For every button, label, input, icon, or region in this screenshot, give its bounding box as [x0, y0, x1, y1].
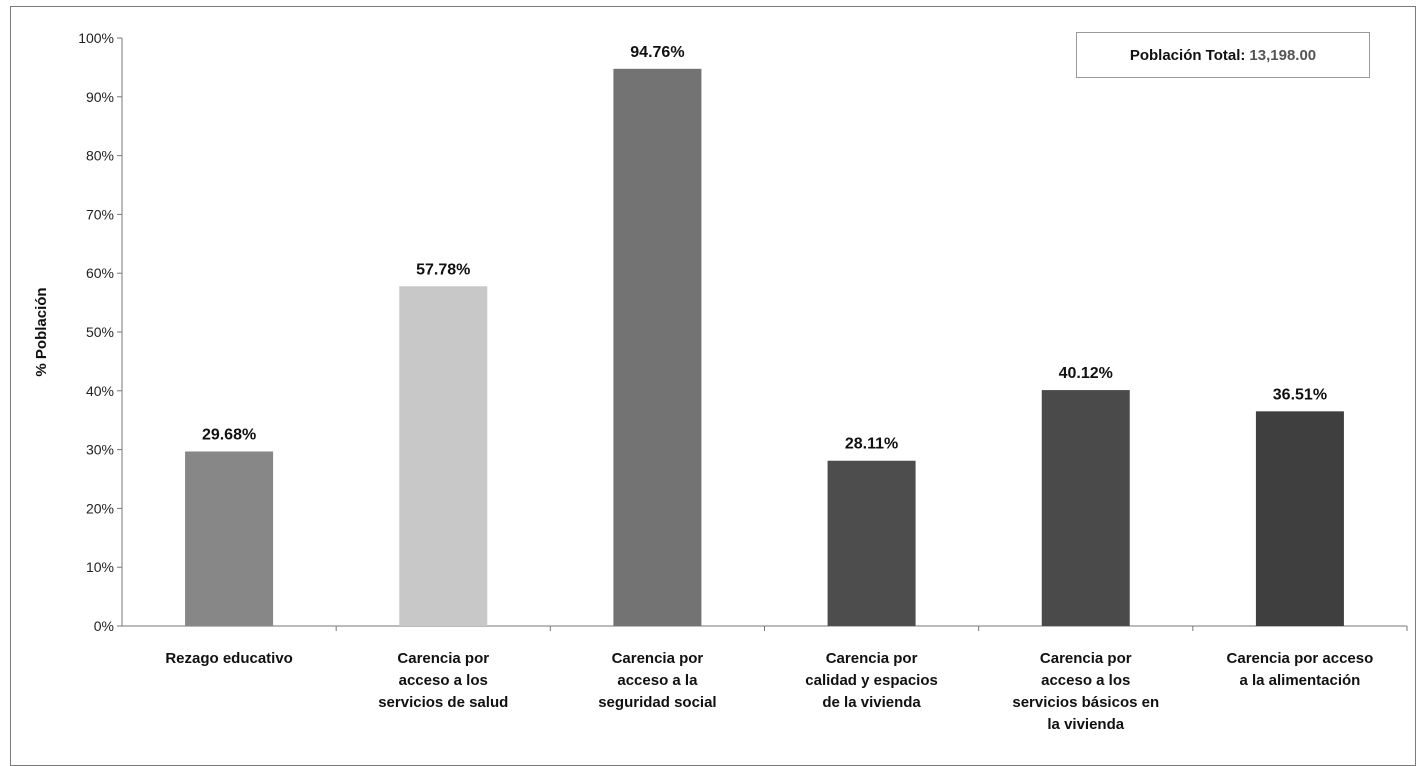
category-label: a la alimentación: [1239, 672, 1360, 689]
y-tick-label: 90%: [86, 89, 114, 105]
bar: [1255, 411, 1344, 626]
y-tick-label: 100%: [78, 30, 114, 46]
data-label: 28.11%: [845, 436, 898, 453]
population-total-value: 13,198.00: [1249, 46, 1317, 64]
category-label: de la vivienda: [822, 694, 921, 711]
category-label: Carencia por: [612, 650, 704, 667]
category-label: acceso a la: [617, 672, 698, 689]
bar: [613, 68, 702, 626]
data-label: 29.68%: [202, 426, 256, 443]
population-total-box: Población Total: 13,198.00: [1076, 32, 1370, 78]
y-tick-label: 10%: [86, 559, 114, 575]
category-label: servicios básicos en: [1012, 694, 1159, 711]
bar: [827, 460, 916, 626]
category-label: la vivienda: [1047, 716, 1124, 733]
y-tick-label: 0%: [94, 618, 114, 634]
data-label: 40.12%: [1059, 365, 1113, 382]
data-label: 36.51%: [1273, 386, 1327, 403]
category-label: Carencia por: [1040, 650, 1132, 667]
category-label: seguridad social: [598, 694, 716, 711]
category-label: Rezago educativo: [165, 650, 293, 667]
y-tick-label: 50%: [86, 324, 114, 340]
category-label: Carencia por acceso: [1227, 650, 1374, 667]
y-tick-label: 60%: [86, 265, 114, 281]
y-tick-label: 30%: [86, 442, 114, 458]
data-label: 57.78%: [416, 261, 470, 278]
category-label: calidad y espacios: [805, 672, 938, 689]
category-label: acceso a los: [399, 672, 488, 689]
category-label: Carencia por: [397, 650, 489, 667]
y-tick-label: 70%: [86, 206, 114, 222]
category-label: acceso a los: [1041, 672, 1130, 689]
bar: [399, 286, 488, 626]
y-tick-label: 40%: [86, 383, 114, 399]
chart-frame: [10, 6, 1416, 766]
category-label: Carencia por: [826, 650, 918, 667]
category-label: servicios de salud: [378, 694, 508, 711]
data-label: 94.76%: [630, 44, 684, 61]
y-tick-label: 80%: [86, 148, 114, 164]
population-total-label: Población Total:: [1129, 46, 1246, 64]
y-tick-label: 20%: [86, 500, 114, 516]
bar: [185, 451, 274, 626]
bar: [1041, 390, 1130, 626]
y-axis-label: % Población: [33, 287, 50, 376]
